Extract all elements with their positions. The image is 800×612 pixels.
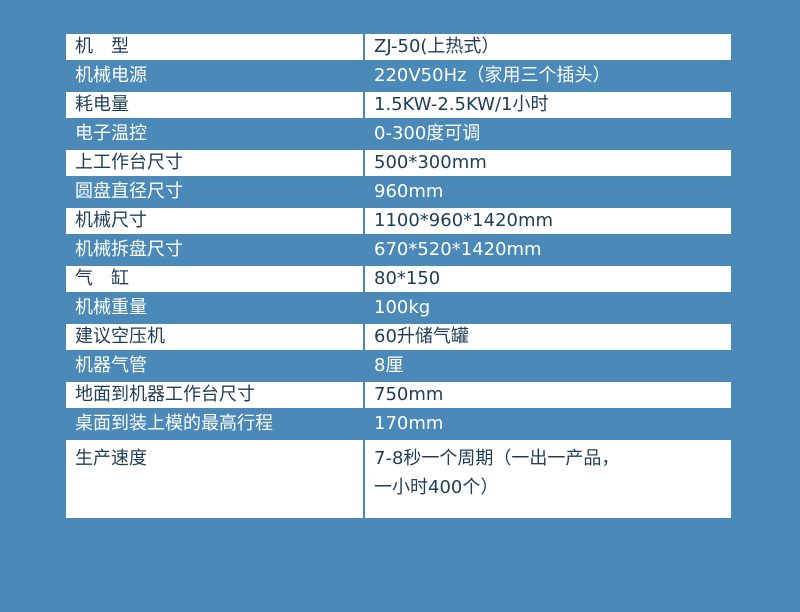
spec-label: 桌面到装上模的最高行程 xyxy=(75,413,273,434)
spec-value: 500*300mm xyxy=(365,150,731,176)
spec-label: 上工作台尺寸 xyxy=(66,150,363,176)
spec-value-line: 一小时400个） xyxy=(374,477,499,498)
spec-value: 170mm xyxy=(374,413,444,434)
spec-label: 机械尺寸 xyxy=(66,208,363,234)
spec-label: 圆盘直径尺寸 xyxy=(75,181,183,202)
spec-value: 80*150 xyxy=(365,266,731,292)
table-row: 建议空压机 60升储气罐 xyxy=(66,323,731,352)
table-row: 耗电量 1.5KW-2.5KW/1小时 xyxy=(66,91,731,120)
spec-value: 8厘 xyxy=(374,355,404,376)
spec-label: 机 型 xyxy=(66,34,363,60)
table-row: 圆盘直径尺寸 960mm xyxy=(66,178,731,207)
spec-label: 机械重量 xyxy=(75,297,147,318)
table-row: 机械尺寸 1100*960*1420mm xyxy=(66,207,731,236)
spec-value: 220V50Hz（家用三个插头） xyxy=(374,65,611,86)
spec-value: 7-8秒一个周期（一出一产品， 一小时400个） xyxy=(365,440,731,518)
spec-label: 气 缸 xyxy=(66,266,363,292)
table-row: 气 缸 80*150 xyxy=(66,265,731,294)
spec-label: 机械电源 xyxy=(75,65,147,86)
table-row: 机 型 ZJ-50(上热式） xyxy=(66,33,731,62)
table-row: 生产速度 7-8秒一个周期（一出一产品， 一小时400个） xyxy=(66,439,731,518)
spec-value-line: 7-8秒一个周期（一出一产品， xyxy=(374,448,620,469)
spec-value: 1.5KW-2.5KW/1小时 xyxy=(365,92,731,118)
spec-label: 建议空压机 xyxy=(66,324,363,350)
spec-value: 1100*960*1420mm xyxy=(365,208,731,234)
spec-value: 670*520*1420mm xyxy=(374,239,542,260)
spec-label: 机器气管 xyxy=(75,355,147,376)
spec-value: 960mm xyxy=(374,181,444,202)
table-row: 地面到机器工作台尺寸 750mm xyxy=(66,381,731,410)
spec-label: 耗电量 xyxy=(66,92,363,118)
spec-label: 生产速度 xyxy=(66,440,363,518)
table-row: 电子温控 0-300度可调 xyxy=(66,120,731,149)
table-row: 机械拆盘尺寸 670*520*1420mm xyxy=(66,236,731,265)
spec-value: 60升储气罐 xyxy=(365,324,731,350)
spec-label: 地面到机器工作台尺寸 xyxy=(66,382,363,408)
table-row: 机器气管 8厘 xyxy=(66,352,731,381)
spec-value: 0-300度可调 xyxy=(374,123,481,144)
spec-value: 100kg xyxy=(374,297,431,318)
spec-label: 电子温控 xyxy=(75,123,147,144)
spec-value: ZJ-50(上热式） xyxy=(365,34,731,60)
spec-label: 机械拆盘尺寸 xyxy=(75,239,183,260)
table-row: 桌面到装上模的最高行程 170mm xyxy=(66,410,731,439)
table-row: 机械重量 100kg xyxy=(66,294,731,323)
spec-table: 机 型 ZJ-50(上热式） 机械电源 220V50Hz（家用三个插头） 耗电量 1.5K… xyxy=(66,33,731,518)
table-row: 上工作台尺寸 500*300mm xyxy=(66,149,731,178)
table-row: 机械电源 220V50Hz（家用三个插头） xyxy=(66,62,731,91)
spec-value: 750mm xyxy=(365,382,731,408)
